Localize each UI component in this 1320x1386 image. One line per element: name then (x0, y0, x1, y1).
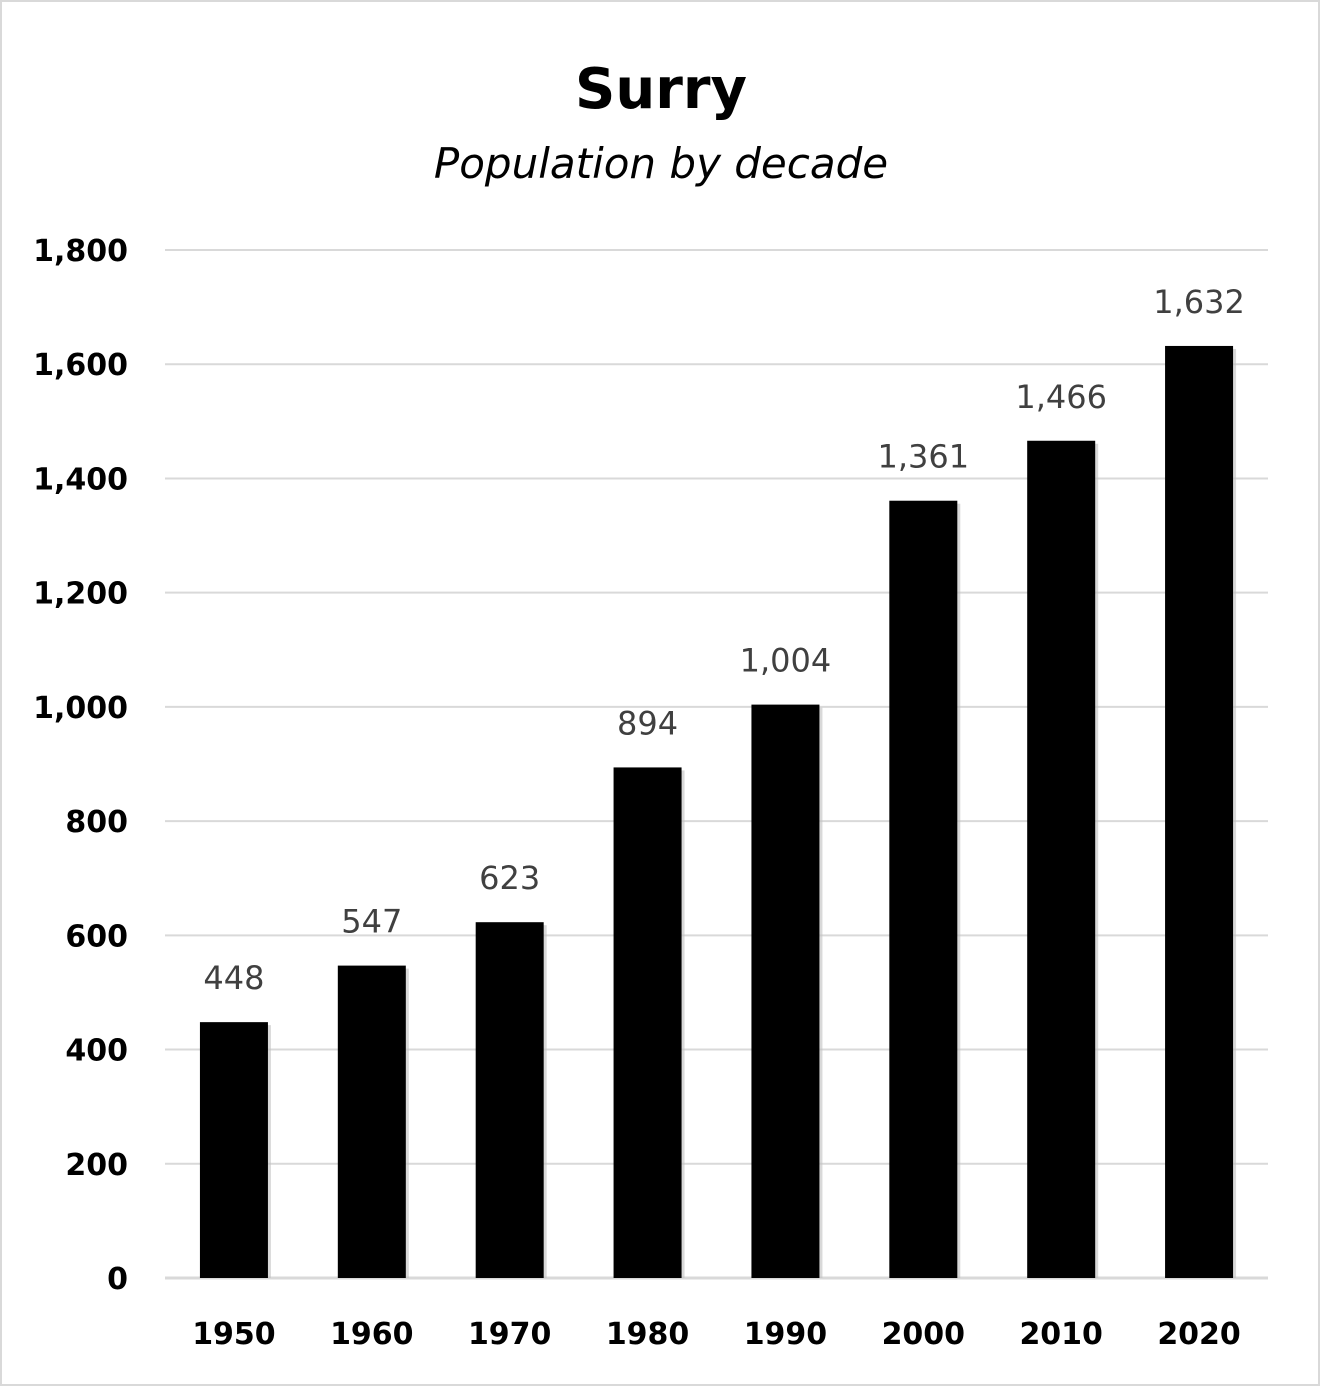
data-label-1950: 448 (203, 959, 264, 997)
data-label-1960: 547 (341, 903, 402, 941)
bar-1970 (475, 922, 544, 1278)
bar-2020 (1165, 345, 1234, 1278)
bar-1990 (751, 704, 820, 1278)
y-tick-label: 1,000 (33, 691, 128, 726)
bar-2000 (889, 500, 958, 1278)
data-label-2020: 1,632 (1153, 283, 1245, 321)
x-tick-label: 2000 (882, 1317, 966, 1352)
y-tick-label: 1,800 (33, 234, 128, 269)
bar-1980 (613, 767, 682, 1278)
y-tick-label: 600 (65, 919, 128, 954)
bar-1950 (199, 1022, 268, 1278)
x-tick-label: 1980 (606, 1317, 690, 1352)
data-label-1990: 1,004 (740, 642, 832, 680)
x-tick-label: 2010 (1019, 1317, 1103, 1352)
data-label-2010: 1,466 (1015, 378, 1107, 416)
bar-2010 (1027, 440, 1096, 1278)
y-tick-label: 200 (65, 1148, 128, 1183)
x-tick-label: 1950 (192, 1317, 276, 1352)
y-tick-label: 1,200 (33, 577, 128, 612)
chart-title: Surry (575, 57, 747, 122)
bar-1960 (337, 965, 406, 1278)
data-label-2000: 1,361 (878, 438, 970, 476)
x-tick-label: 2020 (1157, 1317, 1241, 1352)
data-label-1980: 894 (617, 704, 678, 742)
y-tick-label: 400 (65, 1034, 128, 1069)
x-tick-label: 1960 (330, 1317, 414, 1352)
y-tick-label: 1,400 (33, 462, 128, 497)
x-tick-label: 1970 (468, 1317, 552, 1352)
chart-subtitle: Population by decade (434, 139, 888, 188)
x-tick-label: 1990 (744, 1317, 828, 1352)
y-tick-label: 800 (65, 805, 128, 840)
y-tick-label: 0 (107, 1262, 128, 1297)
y-tick-label: 1,600 (33, 348, 128, 383)
data-label-1970: 623 (479, 859, 540, 897)
